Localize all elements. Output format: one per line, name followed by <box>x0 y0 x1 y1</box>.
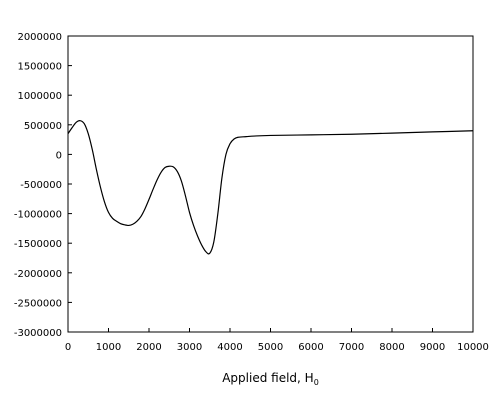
y-tick-label: -3000000 <box>14 328 62 339</box>
x-axis-label-main: Applied field, H <box>222 371 313 385</box>
x-tick-label: 3000 <box>177 342 202 353</box>
x-tick-label: 0 <box>65 342 71 353</box>
y-tick-label: -1000000 <box>14 210 62 221</box>
x-tick-label: 4000 <box>217 342 242 353</box>
y-tick-label: 2000000 <box>17 32 62 43</box>
y-tick-label: -500000 <box>20 180 62 191</box>
x-axis-label: Applied field, H0 <box>222 371 319 387</box>
y-tick-label: -2500000 <box>14 298 62 309</box>
x-tick-label: 5000 <box>258 342 283 353</box>
y-tick-label: -2000000 <box>14 269 62 280</box>
x-tick-label: 2000 <box>136 342 161 353</box>
plot-area <box>67 35 474 333</box>
x-tick-label: 9000 <box>420 342 445 353</box>
x-axis-ticks: 0 1000 2000 3000 4000 5000 6000 7000 8000 9000 100… <box>65 328 489 353</box>
y-tick-label: 500000 <box>24 121 62 132</box>
y-tick-label: 0 <box>56 150 62 161</box>
y-tick-label: -1500000 <box>14 239 62 250</box>
x-tick-label: 7000 <box>339 342 364 353</box>
y-tick-label: 1500000 <box>17 62 62 73</box>
x-tick-label: 8000 <box>379 342 404 353</box>
x-tick-label: 10000 <box>457 342 489 353</box>
x-tick-label: 1000 <box>96 342 121 353</box>
y-tick-label: 1000000 <box>17 91 62 102</box>
x-tick-label: 6000 <box>298 342 323 353</box>
x-axis-label-subscript: 0 <box>314 378 319 387</box>
y-axis-ticks: -3000000 -2500000 -2000000 -1500000 -1000000… <box>14 32 72 339</box>
series-line <box>67 120 474 255</box>
